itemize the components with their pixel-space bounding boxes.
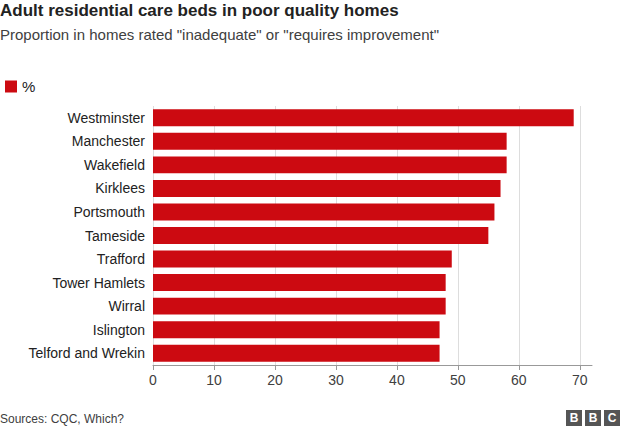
svg-text:Tower Hamlets: Tower Hamlets [52, 275, 145, 291]
svg-text:Adult residential care beds in: Adult residential care beds in poor qual… [0, 1, 399, 20]
svg-text:Wakefield: Wakefield [84, 157, 145, 173]
svg-text:40: 40 [389, 372, 405, 388]
svg-text:Kirklees: Kirklees [95, 180, 145, 196]
svg-text:Telford and Wrekin: Telford and Wrekin [29, 345, 145, 361]
svg-text:0: 0 [149, 372, 157, 388]
svg-text:Westminster: Westminster [67, 110, 145, 126]
svg-text:60: 60 [511, 372, 527, 388]
svg-text:50: 50 [450, 372, 466, 388]
svg-text:Trafford: Trafford [97, 251, 145, 267]
svg-text:%: % [22, 78, 35, 95]
svg-text:B: B [570, 411, 579, 425]
svg-text:C: C [608, 411, 617, 425]
svg-text:Manchester: Manchester [72, 133, 145, 149]
svg-text:Islington: Islington [93, 322, 145, 338]
svg-text:Wirral: Wirral [108, 298, 145, 314]
svg-text:Sources: CQC, Which?: Sources: CQC, Which? [0, 412, 124, 426]
svg-text:B: B [589, 411, 598, 425]
svg-text:Tameside: Tameside [85, 228, 145, 244]
svg-text:20: 20 [267, 372, 283, 388]
svg-text:10: 10 [206, 372, 222, 388]
svg-text:Proportion in homes rated "ina: Proportion in homes rated "inadequate" o… [0, 26, 439, 43]
svg-text:30: 30 [328, 372, 344, 388]
svg-text:Portsmouth: Portsmouth [73, 204, 145, 220]
svg-text:70: 70 [572, 372, 588, 388]
